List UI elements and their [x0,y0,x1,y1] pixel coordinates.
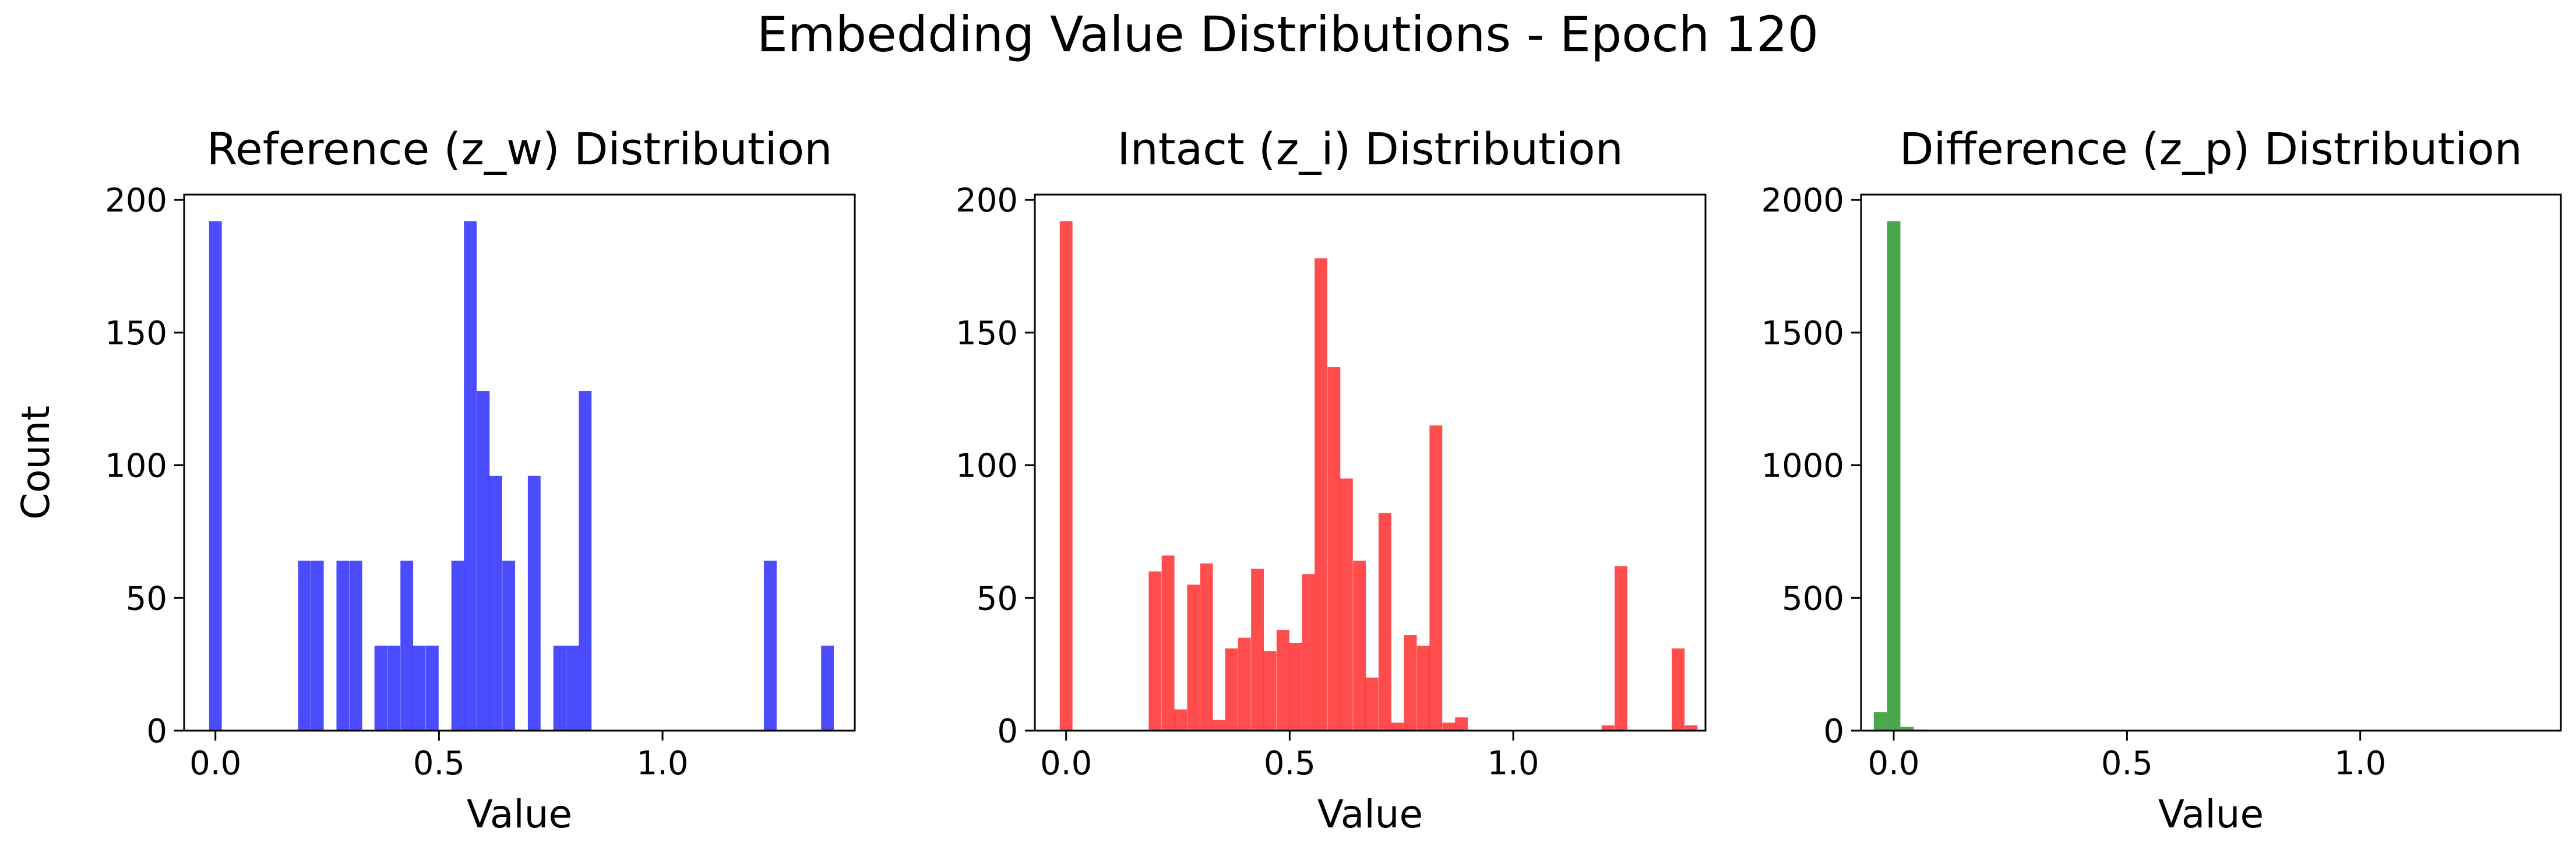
histogram-bar [1404,635,1417,731]
histogram-bar [502,561,516,731]
histogram-bar [387,646,400,731]
y-tick-label: 50 [126,580,167,618]
y-tick-label: 200 [105,182,167,220]
y-tick-label: 100 [956,447,1018,485]
histogram-bar [1187,584,1200,731]
y-tick-label: 200 [956,182,1018,220]
histogram-bar [336,561,350,731]
histogram-bar [566,646,579,731]
histogram-bar [1685,725,1698,731]
histogram-bar [1378,513,1391,731]
y-tick-label: 0 [146,713,167,750]
histogram-bar [1200,563,1213,731]
histogram-bar [764,561,777,731]
histogram-bar [1887,221,1901,731]
y-tick-label: 1500 [1761,315,1844,353]
histogram-bar [527,475,541,731]
y-tick-label: 0 [1823,713,1844,750]
histogram-bar [1174,709,1187,731]
x-axis-label: Value [1317,792,1423,837]
histogram-bar [1900,727,1914,731]
y-tick-label: 100 [105,447,167,485]
axes-frame [1860,193,2562,732]
panel-intact-distribution: 0.0 0.5 1.0 0 50 100 150 200 Intact (z_i) Distri… [956,123,1707,837]
histogram-bar [425,646,439,731]
y-tick-label: 2000 [1761,182,1844,220]
histogram-bar [553,646,566,731]
histogram-bar [1416,646,1430,731]
x-axis-label: Value [2158,792,2264,837]
x-tick-label: 0.0 [1040,745,1092,782]
x-tick-label: 0.5 [1264,745,1316,782]
y-tick-label: 150 [956,315,1018,353]
histogram-bar [374,646,387,731]
histogram-bar [1340,478,1353,731]
x-tick-label: 0.5 [2101,745,2153,782]
histogram-bar [1315,258,1328,731]
x-tick-label: 0.0 [1868,745,1920,782]
y-tick-label: 1000 [1761,447,1844,485]
histogram-bar [821,646,834,731]
panel-difference-distribution: 0.0 0.5 1.0 0 500 1000 1500 2000 Difference (z_p… [1761,123,2562,837]
histogram-bar [1302,574,1315,731]
subplot-title: Intact (z_i) Distribution [1117,123,1623,175]
histogram-bar [1873,712,1887,731]
y-axis-label: Count [13,406,58,520]
histogram-bar [413,646,426,731]
histogram-bar [1455,717,1468,731]
subplot-title: Difference (z_p) Distribution [1900,123,2522,175]
histogram-bar [477,391,490,731]
figure-suptitle: Embedding Value Distributions - Epoch 12… [757,6,1819,63]
histogram-bar [298,561,311,731]
x-axis-label: Value [467,792,572,837]
histogram-bar [1615,566,1627,731]
histogram-bar [1059,221,1073,731]
x-tick-label: 1.0 [637,745,689,782]
histogram-bar [1442,722,1456,731]
histogram-bar [349,561,362,731]
y-tick-label: 50 [977,580,1018,618]
y-tick-label: 0 [997,713,1018,750]
histogram-bar [311,561,324,731]
panel-reference-distribution: 0.0 0.5 1.0 0 50 100 150 200 Reference (z_w) Dis… [13,123,856,837]
histogram-bar [1353,561,1366,731]
histogram-bar [1327,367,1341,731]
x-tick-label: 1.0 [1488,745,1539,782]
histogram-bar [1276,629,1289,731]
x-tick-label: 0.5 [413,745,465,782]
histogram-bar [1251,569,1264,731]
histogram-bar [489,475,502,731]
y-tick-label: 150 [105,315,167,353]
histogram-bar [579,391,592,731]
histogram-bar [451,561,464,731]
x-tick-label: 1.0 [2334,745,2386,782]
histogram-bar [400,561,414,731]
histogram-bar [464,221,477,731]
histogram-bar [1238,637,1251,731]
histogram-bar [209,221,222,731]
histogram-bar [1365,677,1379,731]
y-tick-label: 500 [1782,580,1844,618]
histogram-bar [1213,720,1226,731]
histogram-bar [1161,555,1175,731]
subplot-title: Reference (z_w) Distribution [207,123,833,175]
histogram-bar [1225,648,1238,731]
axes-frame [183,193,856,732]
histogram-bar [1391,722,1404,731]
axes-frame [1034,193,1707,732]
histogram-bar [1601,725,1615,731]
histogram-bar [1148,571,1162,731]
histogram-bar [1289,643,1302,731]
histogram-bar [1263,651,1277,731]
x-tick-label: 0.0 [189,745,241,782]
histogram-bar [1429,425,1443,731]
histogram-bar [1672,648,1685,731]
